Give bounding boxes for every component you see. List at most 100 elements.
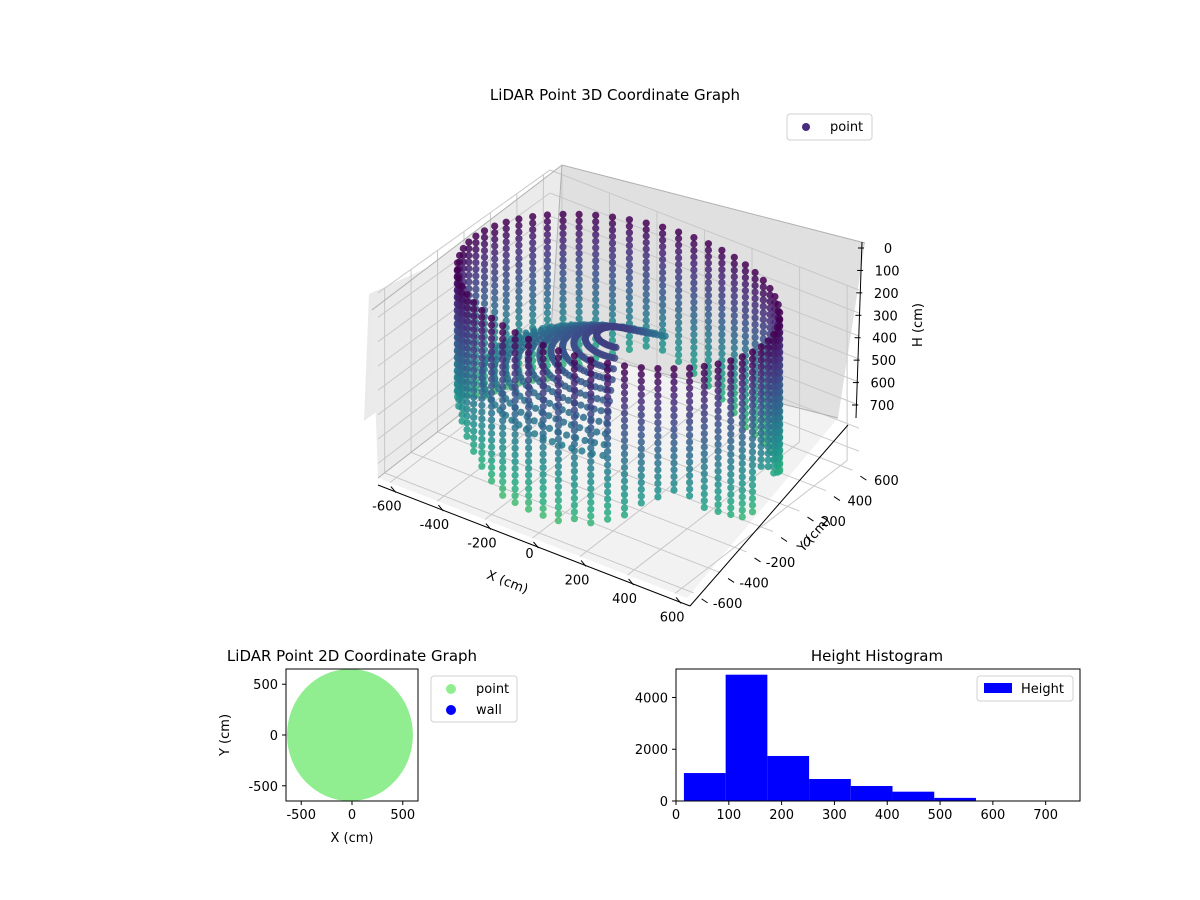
y-tick-label: -600 [713, 597, 743, 612]
point-marker [625, 261, 634, 269]
point-marker [738, 493, 746, 501]
point-marker [625, 293, 634, 302]
point-marker [587, 410, 595, 418]
point-marker [637, 384, 645, 392]
point-marker [570, 386, 579, 394]
point-marker [539, 396, 547, 404]
point-marker [587, 485, 595, 493]
point-marker [625, 216, 634, 224]
point-marker [748, 461, 757, 469]
point-marker [637, 364, 645, 372]
point-marker [575, 223, 583, 231]
point-marker [686, 465, 694, 473]
point-marker [757, 369, 765, 377]
point-marker [759, 315, 767, 323]
point-marker [511, 369, 519, 378]
point-marker [472, 278, 480, 287]
point-marker [463, 426, 471, 434]
point-marker [727, 363, 735, 372]
point-marker [608, 291, 617, 299]
point-marker [470, 319, 478, 327]
point-marker [575, 210, 583, 218]
point-marker [570, 379, 579, 387]
point-marker [718, 337, 726, 345]
point-marker [575, 275, 583, 284]
point-marker [455, 274, 463, 282]
point-marker [478, 401, 486, 409]
point-marker [470, 359, 478, 367]
z-tick-label: 100 [875, 264, 900, 279]
point-marker [670, 486, 678, 494]
point-marker [727, 450, 735, 458]
point-marker [515, 320, 523, 328]
point-marker [700, 443, 708, 451]
point-marker [759, 328, 767, 336]
point-marker [499, 464, 507, 472]
point-marker [741, 267, 750, 275]
point-marker [499, 396, 507, 404]
point-marker [659, 288, 667, 296]
point-marker [529, 271, 537, 280]
point-marker [608, 271, 617, 280]
point-marker [465, 238, 473, 246]
point-marker [730, 273, 738, 281]
point-marker [539, 477, 547, 485]
point-marker [511, 424, 519, 432]
point-marker [554, 496, 563, 504]
point-marker [587, 397, 595, 405]
point-marker [642, 310, 650, 318]
point-marker [751, 288, 759, 296]
point-marker [529, 258, 537, 266]
point-marker [604, 434, 612, 442]
y-tick-label: -200 [766, 556, 796, 571]
point-marker [675, 286, 683, 294]
point-marker [539, 443, 547, 451]
point-marker [637, 438, 645, 446]
point-marker [738, 506, 746, 514]
point-marker [608, 220, 617, 228]
point-marker [604, 508, 612, 516]
point-marker [592, 263, 600, 271]
point-marker [654, 432, 662, 440]
point-marker [604, 447, 612, 455]
point-marker [570, 433, 579, 441]
point-marker [620, 416, 629, 424]
point-marker [604, 461, 612, 469]
point-marker [654, 371, 662, 379]
point-marker [502, 218, 510, 226]
point-marker [730, 350, 738, 359]
point-marker [525, 417, 533, 425]
point-marker [592, 231, 600, 239]
point-marker [592, 283, 600, 291]
point-marker [642, 336, 650, 344]
point-marker [604, 373, 612, 381]
point-marker [625, 248, 634, 256]
point-marker [718, 266, 726, 274]
x-tick-label: 400 [875, 808, 900, 823]
point-marker [499, 430, 507, 438]
point-marker [642, 297, 650, 305]
point-marker [700, 362, 708, 370]
point-marker [764, 337, 772, 345]
point-marker [525, 356, 533, 364]
gap-bottom-left [286, 787, 292, 801]
point-marker [727, 370, 735, 378]
x-axis-line [377, 484, 691, 607]
point-marker [478, 428, 486, 436]
point-marker [539, 355, 547, 363]
point-marker [776, 308, 784, 317]
point-marker [554, 374, 563, 382]
point-marker [704, 304, 713, 312]
point-marker [642, 277, 650, 285]
x-tick-label: -500 [286, 808, 316, 823]
point-marker [554, 401, 563, 409]
chart-2d-legend: point wall [430, 675, 518, 723]
point-marker [470, 407, 478, 415]
y-tick-label: 0 [803, 536, 811, 551]
point-marker [620, 457, 629, 465]
y-tick-label: 2000 [635, 743, 668, 758]
point-marker [690, 240, 698, 248]
point-marker [511, 478, 519, 486]
point-marker [575, 295, 583, 303]
point-marker [515, 241, 523, 249]
